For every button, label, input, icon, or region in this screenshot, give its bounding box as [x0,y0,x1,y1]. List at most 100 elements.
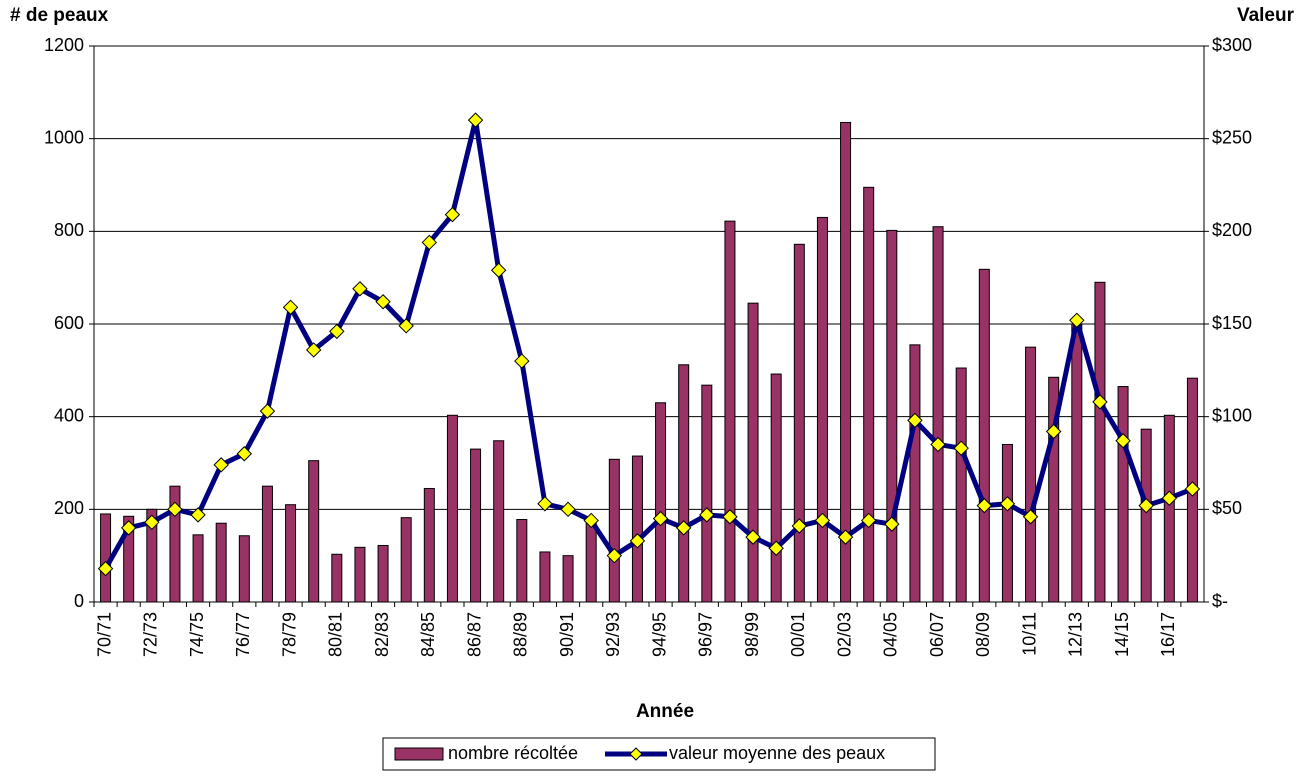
line-marker [768,540,784,556]
bar [1071,323,1083,603]
x-tick-label: 14/15 [1112,612,1132,657]
x-tick-label: 06/07 [927,612,947,657]
line-marker [1184,481,1201,497]
x-tick-label: 74/75 [187,612,207,657]
line-marker [884,516,900,532]
bar [978,268,990,603]
bar [146,508,158,603]
bar [192,534,204,603]
line-marker [629,533,646,549]
x-tick-label: 80/81 [326,612,346,657]
line-marker [699,507,715,523]
line-marker [560,501,576,518]
bar [1117,386,1129,603]
line-marker [1138,497,1154,514]
line-marker [97,560,114,577]
line-marker [537,496,553,512]
bar [816,216,828,603]
x-tick-label: 88/89 [511,612,531,657]
line-marker [907,412,923,429]
bar [470,448,482,603]
y2-tick-label: $- [1212,591,1228,611]
x-tick-label: 12/13 [1066,612,1086,657]
bar [562,555,574,603]
bar [539,551,551,603]
bar [446,414,458,603]
bar [793,243,805,603]
bar [1163,414,1175,603]
bar [400,517,412,603]
bar [1048,376,1060,603]
line-marker [352,281,368,297]
bar [770,373,782,603]
line-marker [1161,490,1178,506]
bar [631,455,643,603]
bar [1001,443,1013,603]
bar [1025,346,1037,603]
line-marker [398,318,414,334]
bar [261,485,273,603]
line-marker [999,496,1016,512]
line-marker [722,509,738,525]
bar [377,544,389,603]
line-marker [213,457,229,473]
bar [863,186,875,603]
line-marker [1115,433,1131,449]
x-tick-label: 02/03 [834,612,854,657]
y-tick-label: 0 [74,591,84,611]
x-tick-label: 04/05 [881,612,901,657]
bar [1140,428,1152,603]
bar [215,522,227,603]
y-tick-label: 1200 [44,35,84,55]
line-marker [467,112,484,128]
bar [123,515,135,603]
y2-tick-label: $150 [1212,313,1252,333]
bar [678,364,690,603]
x-tick-label: 84/85 [418,612,438,657]
bar [701,384,713,603]
x-tick-label: 92/93 [603,612,623,657]
line-marker [490,262,507,278]
bar [886,229,898,603]
bar [354,546,366,603]
line-marker [144,514,160,531]
bar [308,460,320,603]
bar [655,402,667,603]
y2-tick-label: $100 [1212,405,1252,425]
bar [285,504,297,603]
y-tick-label: 1000 [44,127,84,147]
line-marker [514,353,530,369]
bar [608,458,620,603]
bar [585,521,597,603]
bar [493,440,505,603]
line-marker [837,529,854,545]
line-marker [745,529,761,545]
x-tick-label: 96/97 [696,612,716,657]
legend-label: valeur moyenne des peaux [669,743,885,763]
bar [840,121,852,603]
bar [169,485,181,603]
bar [1094,281,1106,603]
x-tick-label: 70/71 [94,612,114,657]
line-marker [259,403,276,419]
line-marker [953,440,969,456]
y-tick-label: 800 [54,220,84,240]
y2-tick-label: $50 [1212,498,1242,518]
bar [516,519,528,603]
bar [932,226,944,603]
line-marker [421,234,438,251]
line-marker [236,446,253,462]
bar [238,535,250,603]
y-tick-label: 400 [54,405,84,425]
line-marker [329,323,345,340]
line-marker [675,520,692,536]
line-marker [976,497,993,514]
legend-marker [629,747,643,761]
line-marker [1022,509,1039,525]
x-tick-label: 94/95 [649,612,669,657]
x-tick-label: 82/83 [372,612,392,657]
x-tick-label: 08/09 [973,612,993,657]
x-tick-label: 78/79 [279,612,299,657]
bar [423,487,435,603]
